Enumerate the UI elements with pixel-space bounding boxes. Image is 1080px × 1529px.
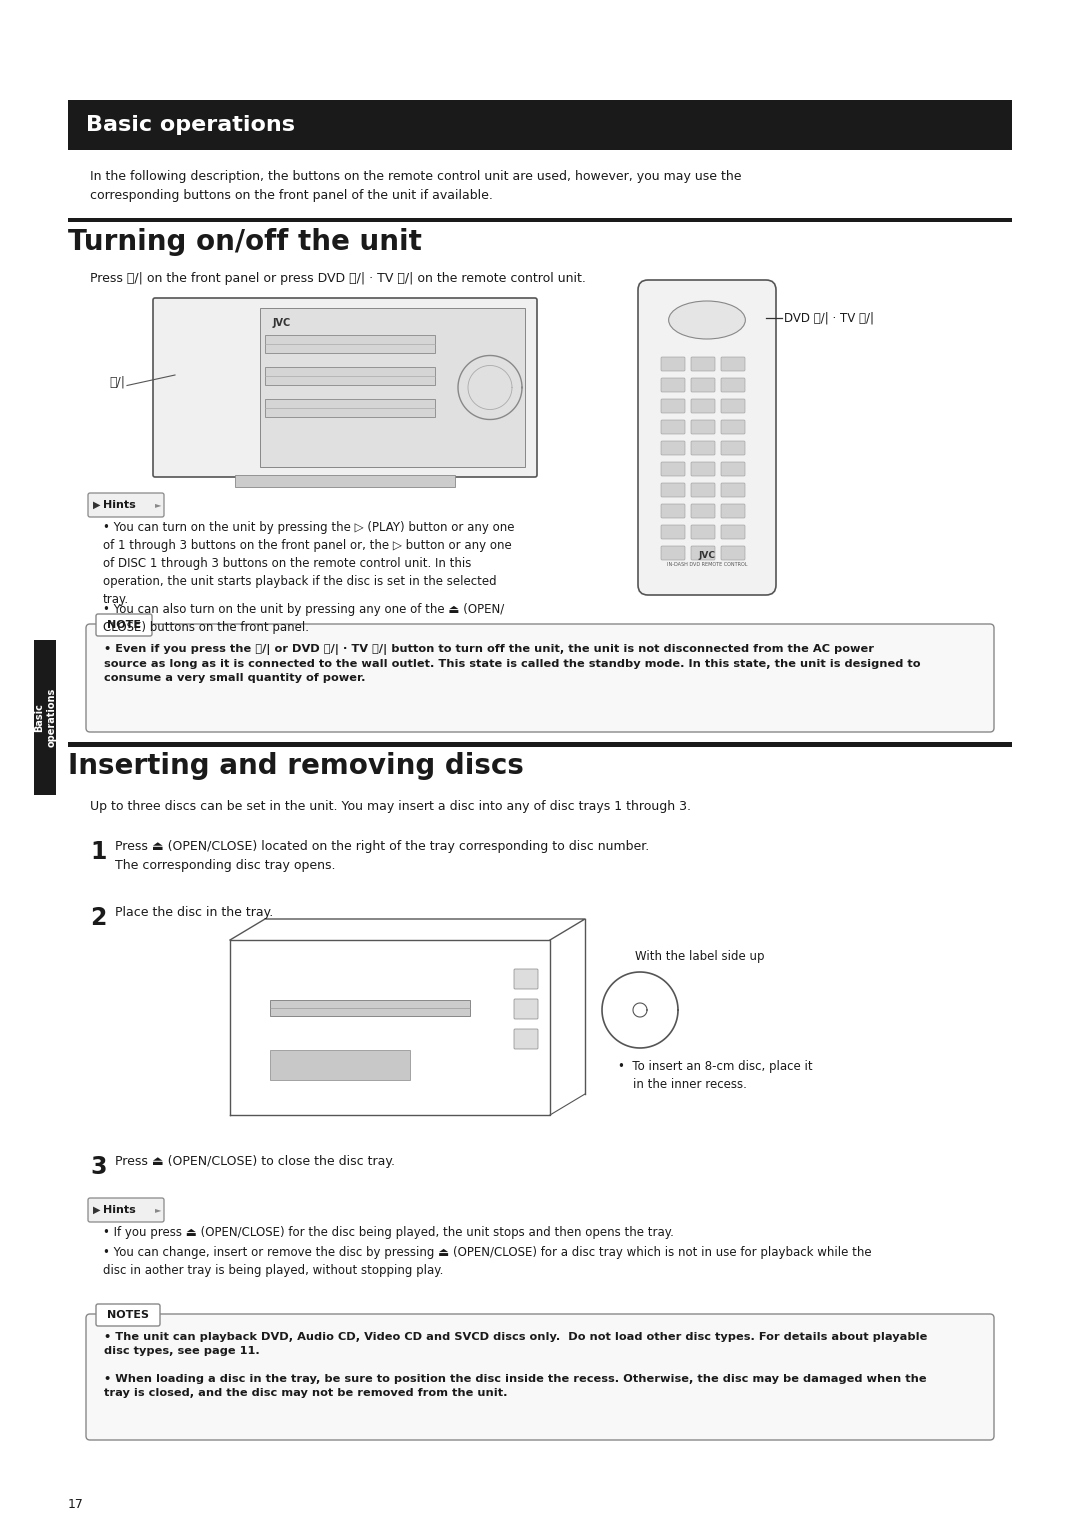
Text: NOTE: NOTE <box>107 619 141 630</box>
Text: ⏙/|: ⏙/| <box>109 376 125 388</box>
Text: • You can also turn on the unit by pressing any one of the ⏏ (OPEN/
CLOSE) butto: • You can also turn on the unit by press… <box>103 602 504 635</box>
FancyBboxPatch shape <box>691 356 715 372</box>
Text: ►: ► <box>156 500 162 509</box>
FancyBboxPatch shape <box>691 420 715 434</box>
FancyBboxPatch shape <box>721 462 745 476</box>
Text: Place the disc in the tray.: Place the disc in the tray. <box>114 907 273 919</box>
FancyBboxPatch shape <box>721 483 745 497</box>
Text: JVC: JVC <box>699 550 715 560</box>
Text: • When loading a disc in the tray, be sure to position the disc inside the reces: • When loading a disc in the tray, be su… <box>104 1375 927 1398</box>
FancyBboxPatch shape <box>86 624 994 732</box>
Text: • You can turn on the unit by pressing the ▷ (PLAY) button or any one
of 1 throu: • You can turn on the unit by pressing t… <box>103 521 514 605</box>
FancyBboxPatch shape <box>721 420 745 434</box>
FancyBboxPatch shape <box>514 998 538 1018</box>
Bar <box>265 335 435 353</box>
Bar <box>68 742 1012 748</box>
Text: Turning on/off the unit: Turning on/off the unit <box>68 228 422 255</box>
FancyBboxPatch shape <box>721 378 745 391</box>
Text: 17: 17 <box>68 1498 84 1511</box>
FancyBboxPatch shape <box>87 492 164 517</box>
Ellipse shape <box>669 301 745 339</box>
FancyBboxPatch shape <box>661 505 685 518</box>
FancyBboxPatch shape <box>721 546 745 560</box>
Text: Inserting and removing discs: Inserting and removing discs <box>68 752 524 780</box>
Text: ►: ► <box>156 1205 162 1214</box>
FancyBboxPatch shape <box>638 280 777 595</box>
Text: • Even if you press the ⏙/| or DVD ⏙/| · TV ⏙/| button to turn off the unit, the: • Even if you press the ⏙/| or DVD ⏙/| ·… <box>104 644 920 683</box>
FancyBboxPatch shape <box>691 378 715 391</box>
FancyBboxPatch shape <box>86 1313 994 1440</box>
Text: • If you press ⏏ (OPEN/CLOSE) for the disc being played, the unit stops and then: • If you press ⏏ (OPEN/CLOSE) for the di… <box>103 1226 674 1238</box>
FancyBboxPatch shape <box>721 524 745 540</box>
FancyBboxPatch shape <box>691 546 715 560</box>
Text: Hints: Hints <box>103 1205 136 1216</box>
FancyBboxPatch shape <box>514 969 538 989</box>
FancyBboxPatch shape <box>661 440 685 456</box>
FancyBboxPatch shape <box>661 462 685 476</box>
Text: 3: 3 <box>90 1154 107 1179</box>
FancyBboxPatch shape <box>87 1199 164 1222</box>
FancyBboxPatch shape <box>721 399 745 413</box>
FancyBboxPatch shape <box>691 440 715 456</box>
FancyBboxPatch shape <box>661 399 685 413</box>
Text: 1: 1 <box>90 839 106 864</box>
FancyBboxPatch shape <box>691 483 715 497</box>
Text: Hints: Hints <box>103 500 136 511</box>
FancyBboxPatch shape <box>153 298 537 477</box>
Text: Basic
operations: Basic operations <box>33 688 56 748</box>
Text: In the following description, the buttons on the remote control unit are used, h: In the following description, the button… <box>90 170 742 202</box>
FancyBboxPatch shape <box>661 420 685 434</box>
Text: • You can change, insert or remove the disc by pressing ⏏ (OPEN/CLOSE) for a dis: • You can change, insert or remove the d… <box>103 1246 872 1277</box>
FancyBboxPatch shape <box>661 356 685 372</box>
FancyBboxPatch shape <box>691 462 715 476</box>
FancyBboxPatch shape <box>661 483 685 497</box>
FancyBboxPatch shape <box>661 546 685 560</box>
FancyBboxPatch shape <box>721 505 745 518</box>
Bar <box>33 742 56 748</box>
Bar <box>68 99 1012 150</box>
Bar <box>260 307 525 466</box>
Bar <box>265 399 435 417</box>
FancyBboxPatch shape <box>96 1304 160 1326</box>
Text: ▶: ▶ <box>93 1205 100 1216</box>
Text: 2: 2 <box>90 907 106 930</box>
FancyBboxPatch shape <box>514 1029 538 1049</box>
Text: DVD ⏙/| · TV ⏙/|: DVD ⏙/| · TV ⏙/| <box>784 312 874 324</box>
Text: ▶: ▶ <box>93 500 100 511</box>
Text: • The unit can playback DVD, Audio CD, Video CD and SVCD discs only.  Do not loa: • The unit can playback DVD, Audio CD, V… <box>104 1332 928 1356</box>
FancyBboxPatch shape <box>96 615 152 636</box>
Text: Up to three discs can be set in the unit. You may insert a disc into any of disc: Up to three discs can be set in the unit… <box>90 800 691 813</box>
Text: Basic operations: Basic operations <box>86 115 295 135</box>
FancyBboxPatch shape <box>721 356 745 372</box>
Text: IN-DASH DVD REMOTE CONTROL: IN-DASH DVD REMOTE CONTROL <box>666 563 747 567</box>
Bar <box>265 367 435 385</box>
FancyBboxPatch shape <box>691 399 715 413</box>
Text: Press ⏙/| on the front panel or press DVD ⏙/| · TV ⏙/| on the remote control uni: Press ⏙/| on the front panel or press DV… <box>90 272 585 284</box>
FancyBboxPatch shape <box>691 505 715 518</box>
Bar <box>270 1050 410 1079</box>
Text: JVC: JVC <box>273 318 292 329</box>
Text: NOTES: NOTES <box>107 1310 149 1320</box>
Text: Press ⏏ (OPEN/CLOSE) located on the right of the tray corresponding to disc numb: Press ⏏ (OPEN/CLOSE) located on the righ… <box>114 839 649 872</box>
FancyBboxPatch shape <box>661 524 685 540</box>
FancyBboxPatch shape <box>661 378 685 391</box>
FancyBboxPatch shape <box>691 524 715 540</box>
Text: •  To insert an 8-cm disc, place it
    in the inner recess.: • To insert an 8-cm disc, place it in th… <box>618 1060 812 1090</box>
Bar <box>235 476 455 488</box>
Text: With the label side up: With the label side up <box>635 950 765 963</box>
Bar <box>33 641 56 795</box>
Bar <box>68 219 1012 222</box>
FancyBboxPatch shape <box>721 440 745 456</box>
Text: Press ⏏ (OPEN/CLOSE) to close the disc tray.: Press ⏏ (OPEN/CLOSE) to close the disc t… <box>114 1154 395 1168</box>
Bar <box>270 1000 470 1015</box>
